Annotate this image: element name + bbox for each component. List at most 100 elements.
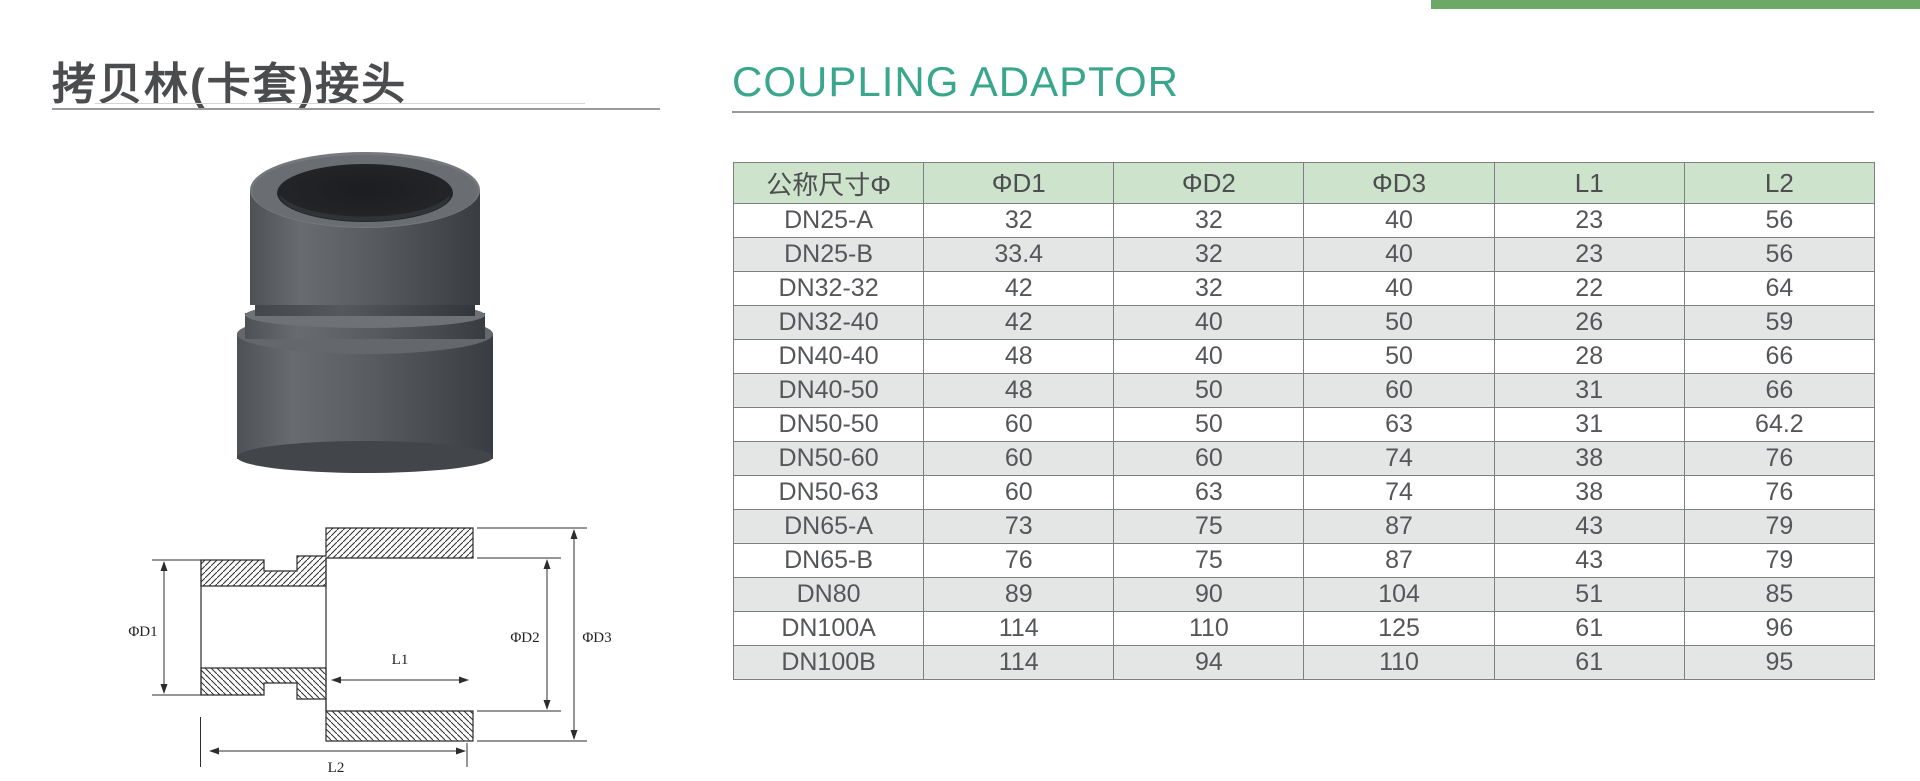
size-cell: DN40-40	[732, 339, 925, 374]
value-cell: 32	[923, 203, 1115, 238]
page-title-en: COUPLING ADAPTOR	[732, 58, 1179, 105]
value-cell: 43	[1493, 509, 1685, 544]
table-row: DN50-60 60 60 74 38 76	[732, 441, 1876, 476]
value-cell: 66	[1683, 339, 1876, 374]
column-header: L1	[1493, 162, 1685, 204]
table-row: DN25-B 33.4 32 40 23 56	[732, 237, 1876, 272]
column-header: L2	[1683, 162, 1876, 204]
table-row: DN65-A 73 75 87 43 79	[732, 509, 1876, 544]
value-cell: 32	[1113, 271, 1305, 306]
size-cell: DN40-50	[732, 373, 925, 408]
dim-label-d3: ΦD3	[582, 630, 612, 646]
table-row: DN100B 114 94 110 61 95	[732, 645, 1876, 680]
value-cell: 76	[1683, 441, 1876, 476]
dim-label-l1: L1	[391, 652, 409, 668]
value-cell: 75	[1113, 509, 1305, 544]
value-cell: 38	[1493, 441, 1685, 476]
value-cell: 26	[1493, 305, 1685, 340]
value-cell: 60	[923, 475, 1115, 510]
size-cell: DN25-A	[732, 203, 925, 238]
value-cell: 50	[1113, 407, 1305, 442]
value-cell: 110	[1113, 611, 1305, 646]
value-cell: 48	[923, 339, 1115, 374]
value-cell: 40	[1303, 203, 1495, 238]
value-cell: 40	[1113, 339, 1305, 374]
size-cell: DN65-B	[732, 543, 925, 578]
table-row: DN32-32 42 32 40 22 64	[732, 271, 1876, 306]
table-row: DN40-50 48 50 60 31 66	[732, 373, 1876, 408]
value-cell: 110	[1303, 645, 1495, 680]
value-cell: 42	[923, 305, 1115, 340]
value-cell: 60	[1303, 373, 1495, 408]
value-cell: 56	[1683, 237, 1876, 272]
coupling-photo-graphic	[237, 152, 493, 473]
spec-table-body: DN25-A 32 32 40 23 56 DN25-B 33.4 32 40 23 56 DN32-3…	[732, 203, 1876, 680]
value-cell: 63	[1303, 407, 1495, 442]
spec-table-head: 公称尺寸Φ ΦD1 ΦD2 ΦD3 L1 L2	[732, 162, 1876, 204]
size-cell: DN50-50	[732, 407, 925, 442]
value-cell: 22	[1493, 271, 1685, 306]
value-cell: 60	[923, 441, 1115, 476]
value-cell: 76	[923, 543, 1115, 578]
table-row: DN100A 114 110 125 61 96	[732, 611, 1876, 646]
value-cell: 40	[1303, 271, 1495, 306]
value-cell: 87	[1303, 509, 1495, 544]
spec-table: 公称尺寸Φ ΦD1 ΦD2 ΦD3 L1 L2 DN25-A 32 32 40 23 56 DN25-…	[732, 162, 1876, 680]
technical-drawing: ΦD1 ΦD2 ΦD3 L1 L2	[115, 512, 615, 781]
table-row: DN25-A 32 32 40 23 56	[732, 203, 1876, 238]
value-cell: 96	[1683, 611, 1876, 646]
value-cell: 66	[1683, 373, 1876, 408]
value-cell: 61	[1493, 645, 1685, 680]
value-cell: 32	[1113, 203, 1305, 238]
value-cell: 64	[1683, 271, 1876, 306]
value-cell: 56	[1683, 203, 1876, 238]
value-cell: 32	[1113, 237, 1305, 272]
value-cell: 42	[923, 271, 1115, 306]
photo-frame-edge	[95, 103, 585, 104]
size-cell: DN50-63	[732, 475, 925, 510]
value-cell: 50	[1113, 373, 1305, 408]
dim-label-d2: ΦD2	[510, 630, 540, 646]
value-cell: 28	[1493, 339, 1685, 374]
value-cell: 104	[1303, 577, 1495, 612]
table-row: DN50-50 60 50 63 31 64.2	[732, 407, 1876, 442]
title-underline-zh	[52, 108, 660, 110]
column-header: ΦD3	[1303, 162, 1495, 204]
value-cell: 75	[1113, 543, 1305, 578]
dim-label-l2: L2	[327, 760, 345, 776]
product-photo	[195, 135, 510, 480]
value-cell: 51	[1493, 577, 1685, 612]
cross-section-graphic	[152, 527, 587, 767]
value-cell: 74	[1303, 475, 1495, 510]
value-cell: 48	[923, 373, 1115, 408]
table-row: DN65-B 76 75 87 43 79	[732, 543, 1876, 578]
value-cell: 74	[1303, 441, 1495, 476]
page-title-zh: 拷贝林(卡套)接头	[52, 60, 408, 109]
size-cell: DN80	[732, 577, 925, 612]
table-row: DN80 89 90 104 51 85	[732, 577, 1876, 612]
value-cell: 63	[1113, 475, 1305, 510]
size-cell: DN100B	[732, 645, 925, 680]
value-cell: 61	[1493, 611, 1685, 646]
value-cell: 43	[1493, 543, 1685, 578]
value-cell: 59	[1683, 305, 1876, 340]
value-cell: 90	[1113, 577, 1305, 612]
value-cell: 76	[1683, 475, 1876, 510]
top-accent-bar	[1431, 0, 1920, 9]
value-cell: 87	[1303, 543, 1495, 578]
value-cell: 114	[923, 645, 1115, 680]
value-cell: 60	[923, 407, 1115, 442]
table-row: DN50-63 60 63 74 38 76	[732, 475, 1876, 510]
value-cell: 60	[1113, 441, 1305, 476]
title-underline-en	[732, 111, 1874, 113]
header-row: 公称尺寸Φ ΦD1 ΦD2 ΦD3 L1 L2	[732, 162, 1876, 204]
value-cell: 114	[923, 611, 1115, 646]
size-cell: DN32-32	[732, 271, 925, 306]
value-cell: 95	[1683, 645, 1876, 680]
dim-label-d1: ΦD1	[128, 624, 158, 640]
value-cell: 50	[1303, 305, 1495, 340]
column-header: 公称尺寸Φ	[732, 162, 925, 204]
value-cell: 64.2	[1683, 407, 1876, 442]
value-cell: 38	[1493, 475, 1685, 510]
